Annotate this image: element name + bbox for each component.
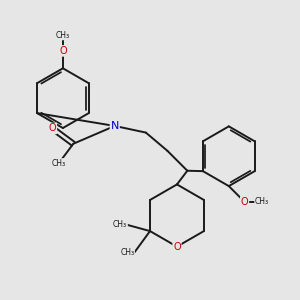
Text: O: O	[173, 242, 181, 252]
Text: CH₃: CH₃	[113, 220, 127, 230]
Text: O: O	[49, 123, 56, 134]
Text: CH₃: CH₃	[255, 197, 269, 206]
Text: CH₃: CH₃	[120, 248, 134, 257]
Text: N: N	[111, 121, 119, 131]
Text: CH₃: CH₃	[56, 31, 70, 40]
Text: O: O	[241, 197, 248, 207]
Text: CH₃: CH₃	[52, 159, 66, 168]
Text: O: O	[59, 46, 67, 56]
